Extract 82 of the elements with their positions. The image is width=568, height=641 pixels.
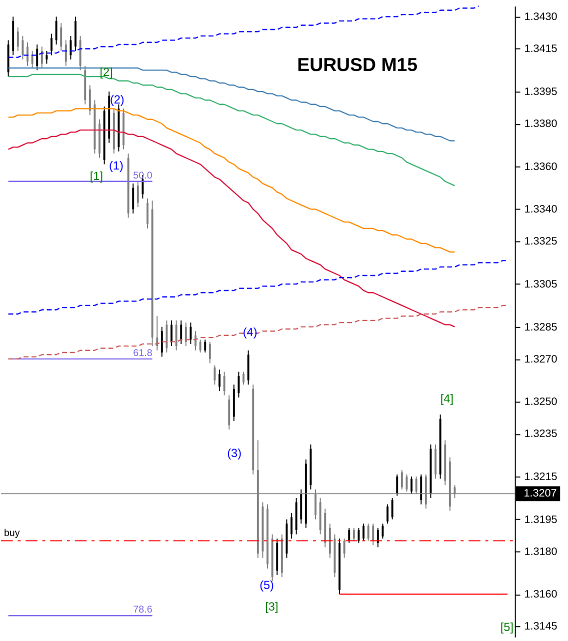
annotation: (4) xyxy=(242,324,258,339)
candlestick xyxy=(70,35,72,60)
candlestick xyxy=(400,470,403,490)
candlestick xyxy=(160,326,163,358)
candlestick xyxy=(175,320,178,351)
candlestick xyxy=(391,497,394,520)
candlestick xyxy=(190,322,192,344)
annotation: [1] xyxy=(90,169,104,184)
annotation: (2) xyxy=(110,92,124,106)
candlestick xyxy=(420,474,422,505)
y-tick-label: 1.3360 xyxy=(524,160,558,173)
candlestick xyxy=(410,476,412,494)
candlestick xyxy=(184,322,187,347)
candlestick xyxy=(166,320,168,354)
candlestick xyxy=(146,198,148,229)
candlestick xyxy=(367,523,370,542)
candlestick xyxy=(386,504,388,524)
candlestick xyxy=(199,339,202,354)
series-label: 78.6 xyxy=(133,604,153,616)
text: EURUSD M15 xyxy=(297,54,418,75)
candlestick xyxy=(64,40,67,66)
candlestick xyxy=(376,527,379,548)
y-tick-label: 1.3180 xyxy=(524,546,558,558)
candlestick xyxy=(343,538,346,558)
candlestick xyxy=(218,369,220,392)
y-tick-label: 1.3195 xyxy=(524,514,558,526)
y-tick-label: 1.3430 xyxy=(524,11,558,24)
y-tick-label: 1.3305 xyxy=(524,278,558,291)
annotation: (5) xyxy=(260,578,274,592)
candlestick xyxy=(132,183,134,214)
candlestick xyxy=(382,523,384,540)
y-tick-label: 1.3160 xyxy=(524,588,558,601)
y-tick-label: 1.3395 xyxy=(524,86,558,98)
y-tick-label: 1.3145 xyxy=(524,620,558,633)
line-series xyxy=(8,304,508,360)
candlestick xyxy=(208,341,211,364)
candlestick xyxy=(223,371,226,396)
annotation: (3) xyxy=(227,446,242,460)
candlestick xyxy=(348,527,350,544)
y-tick-label: 1.3250 xyxy=(524,396,558,408)
y-tick-label: 1.3325 xyxy=(524,236,558,248)
candlestick xyxy=(36,44,38,71)
ref-line-label: 1.3207 xyxy=(524,488,557,500)
candlestick xyxy=(214,364,216,386)
candlestick xyxy=(50,33,52,56)
candlestick xyxy=(358,527,360,544)
series-label: 61.8 xyxy=(133,348,153,359)
candlestick xyxy=(136,180,139,208)
y-tick-label: 1.3340 xyxy=(524,204,558,216)
candlestick xyxy=(170,320,172,347)
y-tick-label: 1.3380 xyxy=(524,118,558,130)
annotation: [2] xyxy=(100,64,113,79)
annotation: [3] xyxy=(265,599,278,614)
annotation: (1) xyxy=(108,158,124,172)
candlestick xyxy=(242,371,244,386)
y-tick-label: 1.3215 xyxy=(524,471,558,484)
ref-line-label: buy xyxy=(4,528,20,539)
candlestick xyxy=(362,523,364,542)
candlestick xyxy=(46,50,48,64)
candlestick xyxy=(352,527,355,542)
y-tick-label: 1.3270 xyxy=(524,353,558,366)
annotation: [4] xyxy=(440,392,454,406)
candlestick xyxy=(22,35,24,60)
candlestick xyxy=(31,50,34,69)
line-series xyxy=(8,260,508,315)
candlestick xyxy=(204,339,206,354)
candlestick xyxy=(372,523,374,546)
line-series xyxy=(8,129,456,328)
candlestick xyxy=(238,371,240,398)
y-tick-label: 1.3415 xyxy=(524,43,558,56)
candlestick xyxy=(60,22,62,52)
candlestick xyxy=(396,474,398,496)
y-tick-label: 1.3235 xyxy=(524,428,558,440)
candlestick xyxy=(16,26,19,52)
series-label: 50.0 xyxy=(133,170,153,182)
candlestick xyxy=(55,16,58,45)
candlestick xyxy=(88,84,91,116)
annotation: [5] xyxy=(500,620,514,634)
candlestick xyxy=(26,42,28,66)
candlestick xyxy=(180,320,182,344)
candlestick xyxy=(290,512,292,540)
y-tick-label: 1.3285 xyxy=(524,321,558,334)
